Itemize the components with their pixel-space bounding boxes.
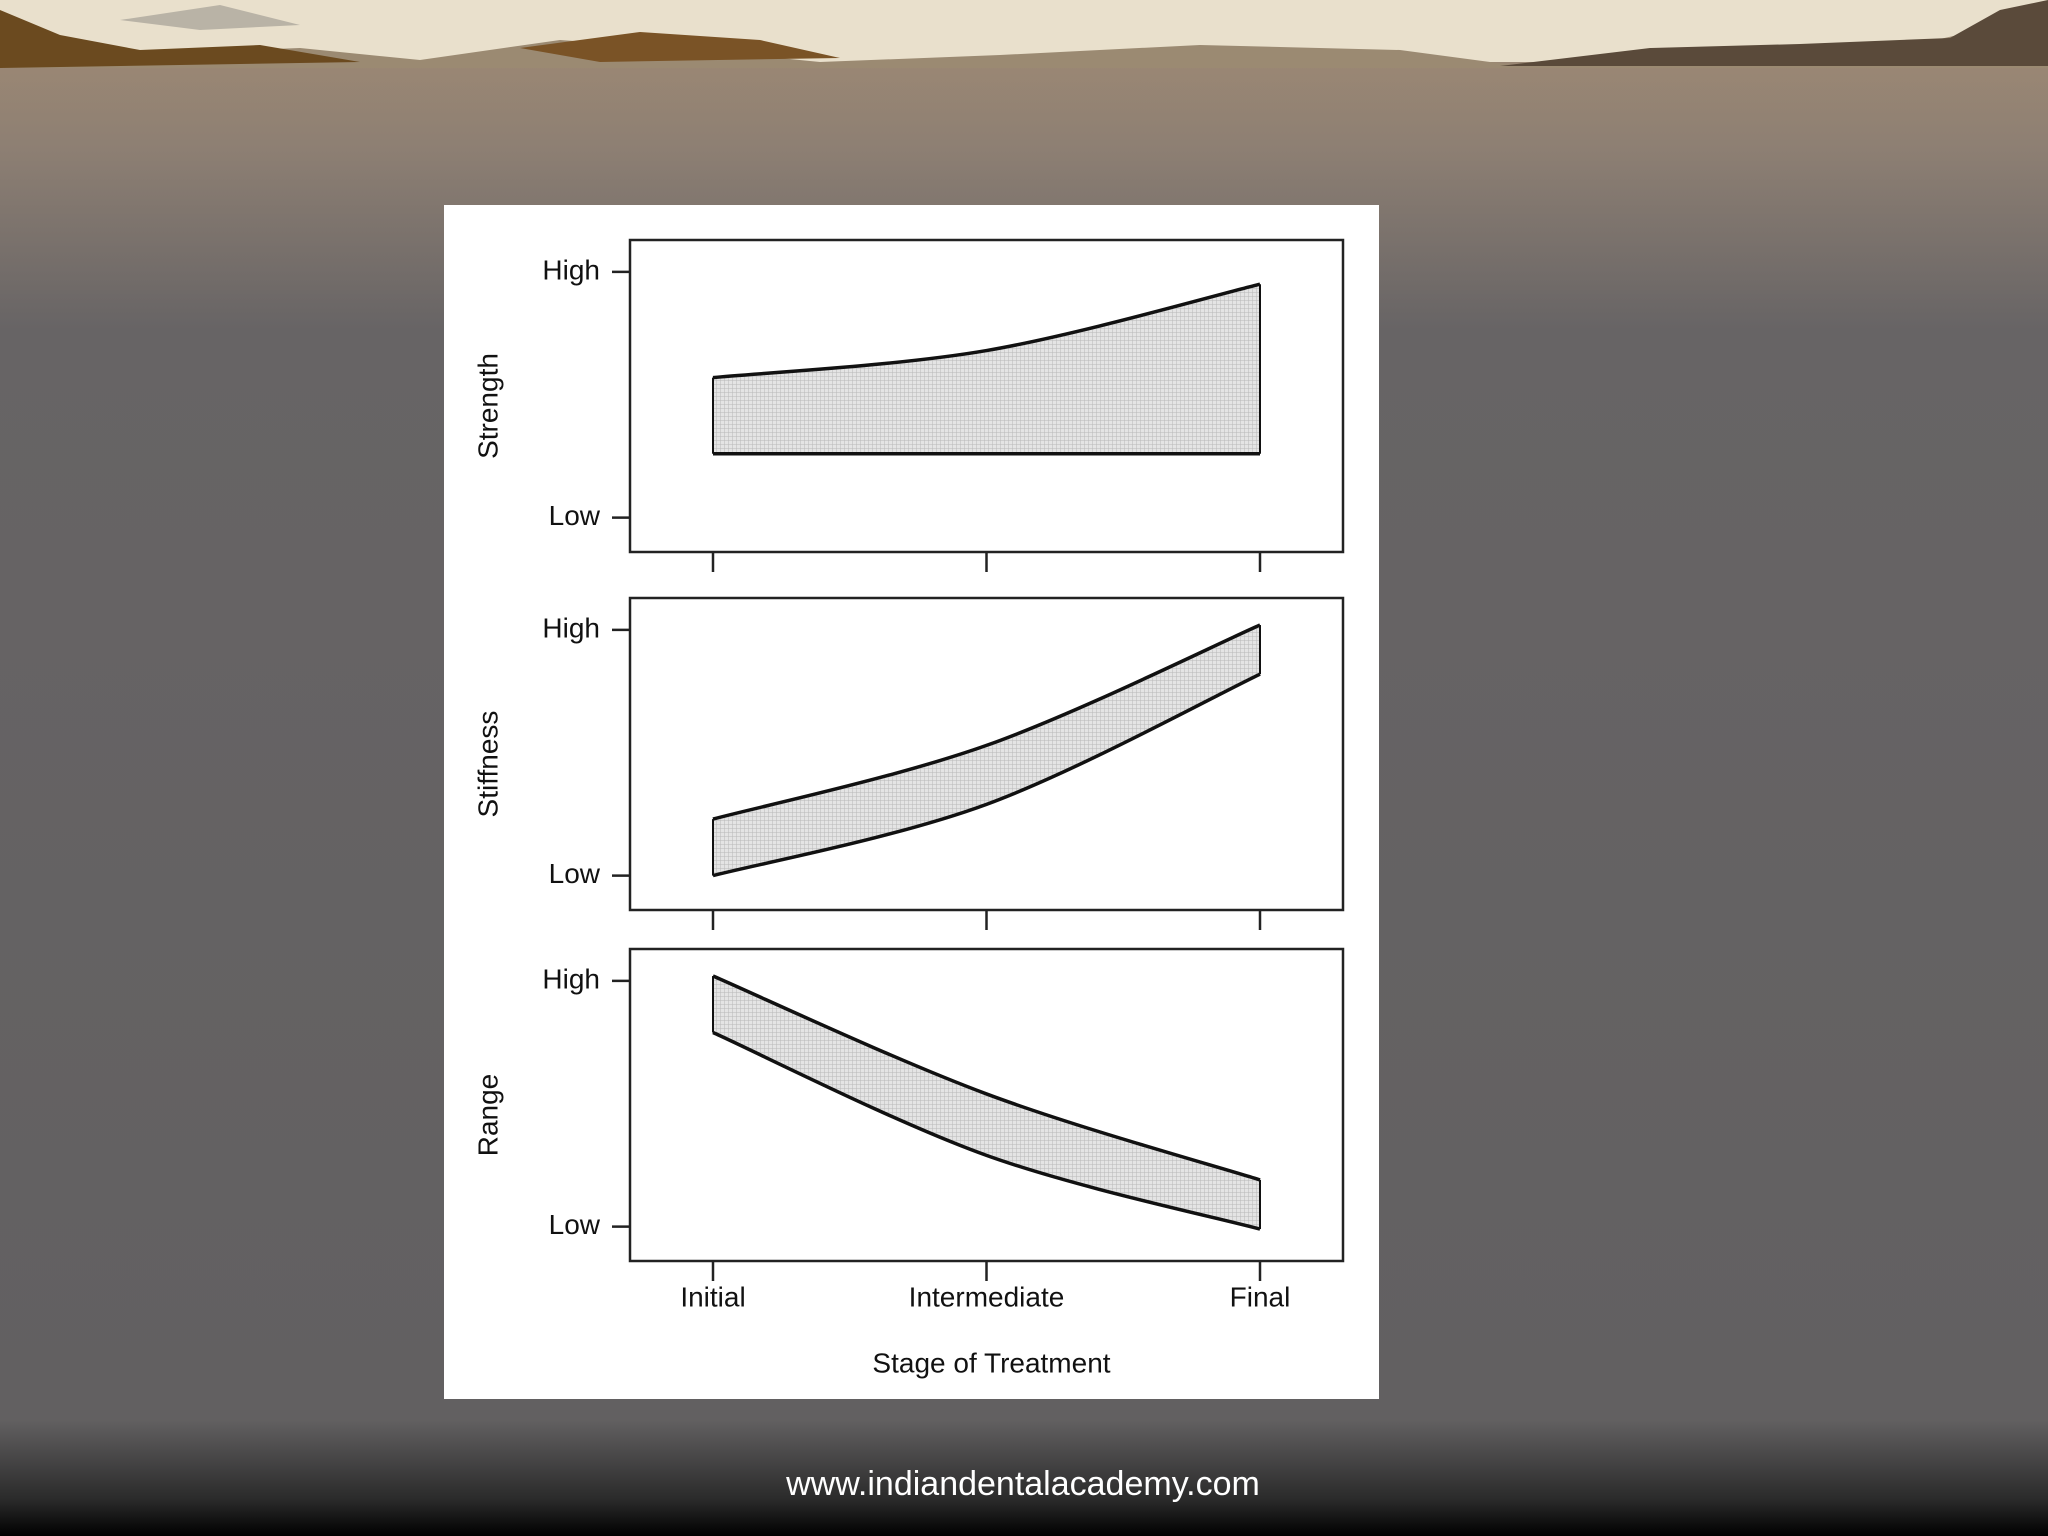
band-edge: [712, 974, 1261, 1182]
y-tick-label: Low: [549, 500, 601, 531]
header-landscape: [0, 0, 2048, 68]
y-tick-label: High: [542, 963, 600, 994]
y-axis-label: Stiffness: [472, 711, 503, 818]
y-tick-label: High: [542, 612, 600, 643]
y-tick-label: High: [542, 254, 600, 285]
y-tick-label: Low: [549, 858, 601, 889]
x-tick-label: Initial: [680, 1281, 745, 1312]
band-fill: [713, 625, 1260, 876]
band-edge: [712, 672, 1261, 878]
band-edge: [712, 1030, 1261, 1231]
band-fill: [713, 976, 1260, 1230]
footer-url: www.indiandentalacademy.com: [785, 1465, 1260, 1503]
x-axis-label: Stage of Treatment: [872, 1347, 1110, 1378]
x-tick-label: Final: [1230, 1281, 1291, 1312]
y-tick-label: Low: [549, 1209, 601, 1240]
y-axis-label: Strength: [472, 353, 503, 459]
y-axis-label: Range: [472, 1074, 503, 1157]
band-edge: [712, 623, 1261, 821]
band-edge: [712, 282, 1261, 380]
band-fill: [713, 284, 1260, 454]
x-tick-label: Intermediate: [909, 1281, 1065, 1312]
